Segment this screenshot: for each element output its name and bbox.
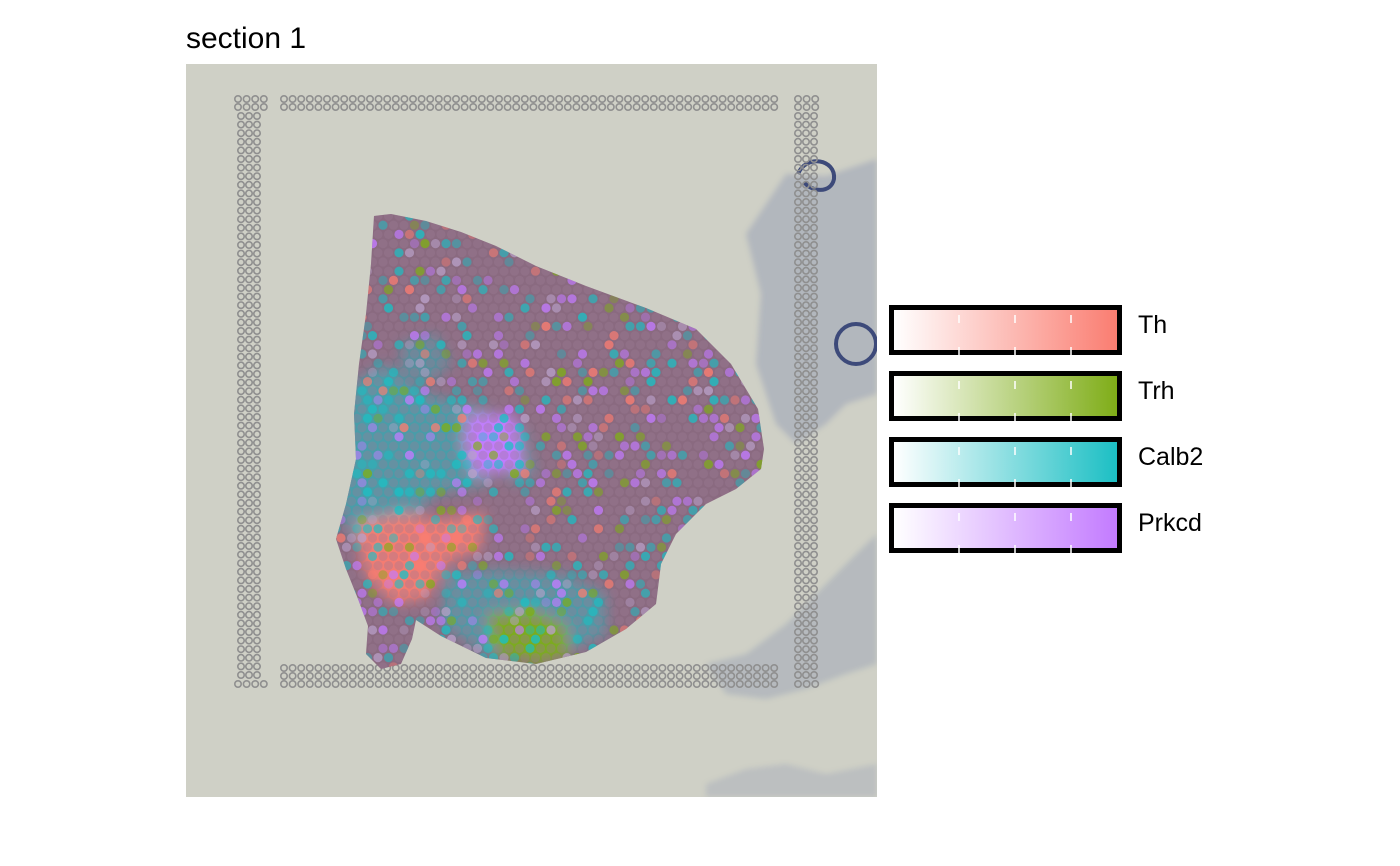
tissue-image [186, 64, 877, 797]
colorbar-trh [889, 371, 1122, 421]
colorbar-th [889, 305, 1122, 355]
legend-label-trh: Trh [1138, 377, 1175, 405]
legend-label-calb2: Calb2 [1138, 443, 1204, 471]
legend-label-th: Th [1138, 311, 1168, 339]
stain-artifacts [706, 159, 877, 797]
plot-title: section 1 [186, 22, 307, 55]
legend-label-prkcd: Prkcd [1138, 509, 1202, 537]
colorbar-calb2 [889, 437, 1122, 487]
colorbar-prkcd [889, 503, 1122, 553]
tissue-image-panel [186, 64, 877, 797]
fiducial-frame [233, 94, 820, 688]
